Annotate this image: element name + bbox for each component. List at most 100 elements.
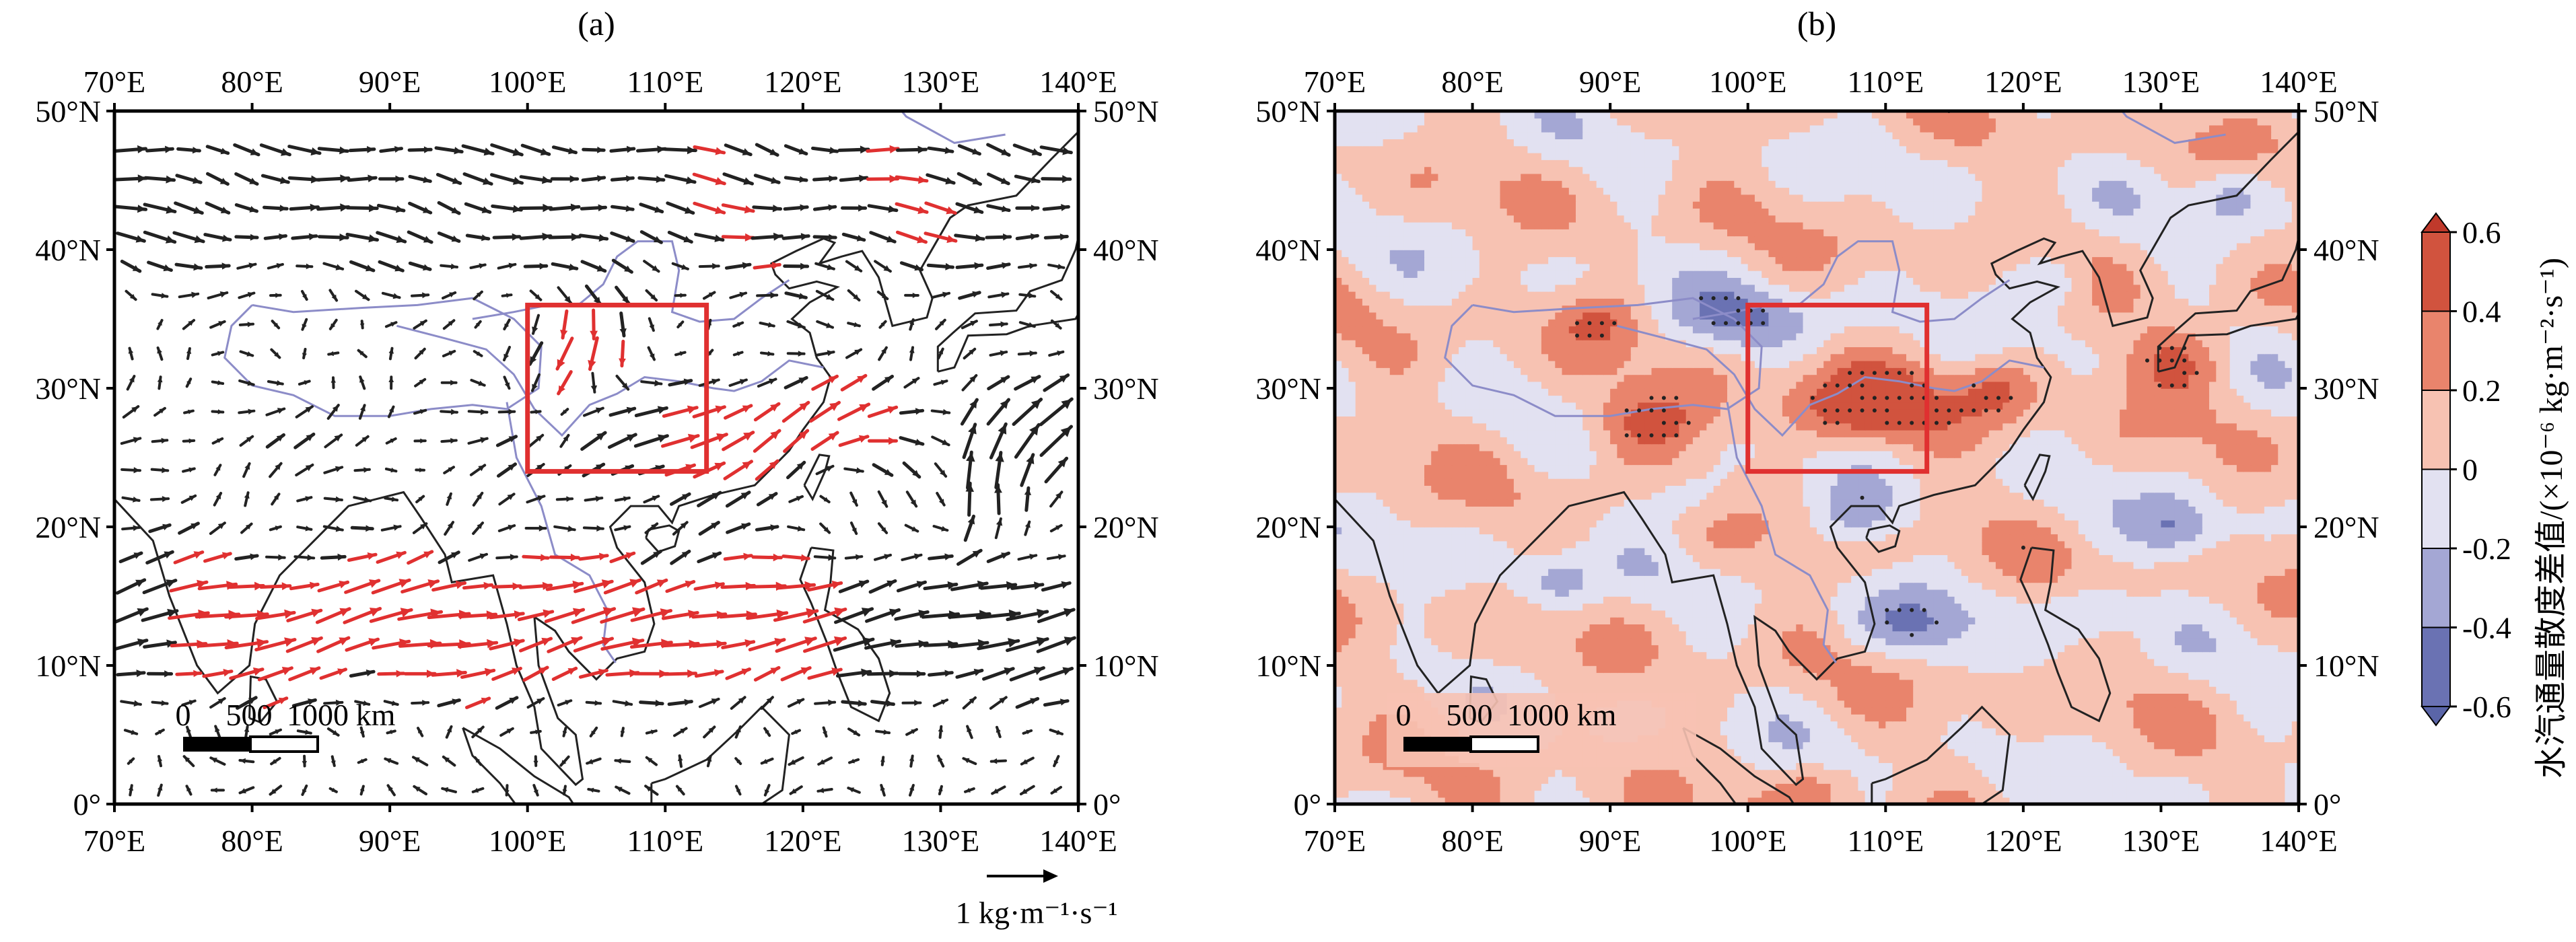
field-cell [1403, 665, 1412, 674]
field-cell [2229, 714, 2237, 722]
field-cell [2058, 790, 2065, 798]
field-cell [2174, 706, 2182, 715]
field-cell [2182, 735, 2190, 743]
field-cell [2064, 721, 2073, 729]
field-cell [2236, 651, 2244, 659]
field-cell [1941, 755, 1949, 763]
field-cell [1906, 714, 1914, 722]
field-cell [2092, 790, 2100, 798]
field-cell [1348, 630, 1356, 639]
field-cell [2278, 679, 2286, 687]
field-cell [2044, 776, 2052, 784]
lat-tick-left: 0° [73, 787, 101, 822]
field-cell [1576, 637, 1583, 645]
field-cell [2229, 769, 2237, 777]
field-cell [1995, 748, 2003, 756]
field-cell [2044, 721, 2052, 729]
field-cell [2195, 658, 2203, 666]
field-cell [1568, 651, 1576, 659]
field-cell [2209, 762, 2217, 770]
field-cell [2195, 755, 2203, 763]
field-cell [1817, 741, 1824, 750]
field-cell [1892, 783, 1900, 791]
field-cell [2009, 658, 2017, 666]
field-cell [2037, 706, 2045, 715]
field-cell [1630, 637, 1638, 645]
field-cell [2209, 645, 2217, 653]
field-cell [2202, 748, 2210, 756]
field-cell [2078, 686, 2086, 694]
field-cell [2236, 645, 2244, 653]
field-cell [1809, 651, 1817, 659]
field-cell [1700, 672, 1708, 680]
field-cell [1906, 783, 1914, 791]
field-cell [2188, 735, 2196, 743]
field-cell [1885, 790, 1893, 798]
field-cell [1644, 783, 1652, 791]
field-cell [2174, 672, 2182, 680]
field-cell [2195, 727, 2203, 735]
field-cell [2058, 706, 2065, 715]
field-cell [2030, 693, 2038, 701]
field-cell [2257, 679, 2265, 687]
field-cell [2030, 686, 2038, 694]
field-cell [2071, 679, 2079, 687]
field-cell [2009, 727, 2017, 735]
field-cell [1906, 679, 1914, 687]
field-cell [1865, 735, 1873, 743]
field-cell [2236, 686, 2244, 694]
field-cell [2216, 714, 2224, 722]
field-cell [1555, 672, 1563, 680]
field-cell [2236, 672, 2244, 680]
field-cell [1782, 630, 1790, 639]
field-cell [2271, 651, 2279, 659]
field-cell [2264, 762, 2272, 770]
field-cell [1803, 762, 1811, 770]
field-cell [2161, 783, 2169, 791]
field-cell [1644, 679, 1652, 687]
field-cell [1747, 735, 1755, 743]
field-cell [2161, 645, 2169, 653]
field-cell [2188, 721, 2196, 729]
field-cell [1706, 748, 1714, 756]
field-cell [1513, 645, 1521, 653]
field-cell [2037, 748, 2045, 756]
field-cell [1376, 776, 1384, 784]
field-cell [1506, 783, 1515, 791]
field-cell [1369, 686, 1377, 694]
field-cell [2154, 700, 2162, 708]
field-cell [2133, 665, 2141, 674]
field-cell [1562, 630, 1570, 639]
field-cell [2071, 769, 2079, 777]
field-cell [2147, 714, 2155, 722]
field-cell [2278, 741, 2286, 750]
field-cell [1362, 735, 1370, 743]
field-cell [2003, 706, 2011, 715]
field-cell [2202, 706, 2210, 715]
field-cell [1527, 665, 1535, 674]
field-cell [2223, 741, 2231, 750]
field-cell [2257, 672, 2265, 680]
field-cell [2271, 769, 2279, 777]
field-cell [2202, 637, 2210, 645]
field-cell [1817, 769, 1824, 777]
field-cell [2216, 776, 2224, 784]
field-cell [2236, 741, 2244, 750]
field-cell [1706, 727, 1714, 735]
field-cell [1700, 637, 1708, 645]
field-cell [1837, 727, 1845, 735]
field-cell [1713, 727, 1721, 735]
field-cell [1844, 700, 1852, 708]
field-cell [1837, 630, 1845, 639]
field-cell [2105, 790, 2114, 798]
field-cell [2078, 748, 2086, 756]
field-cell [1568, 665, 1576, 674]
field-cell [1982, 686, 1990, 694]
field-cell [1809, 679, 1817, 687]
field-cell [2112, 783, 2120, 791]
field-cell [2223, 776, 2231, 784]
field-cell [2182, 748, 2190, 756]
field-cell [1685, 630, 1694, 639]
field-cell [2147, 665, 2155, 674]
field-cell [1713, 665, 1721, 674]
